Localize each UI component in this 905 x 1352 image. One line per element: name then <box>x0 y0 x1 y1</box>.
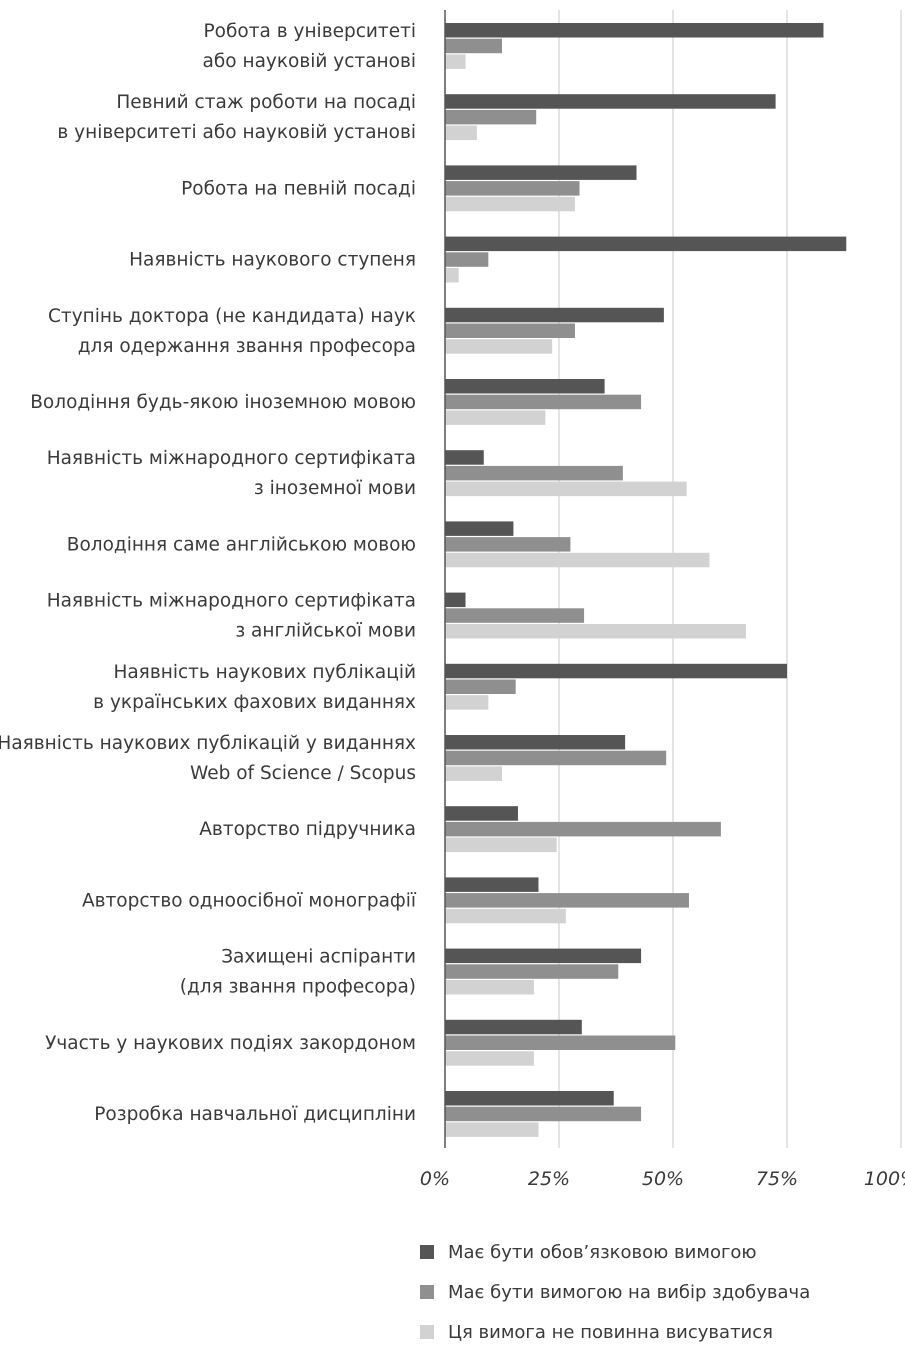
legend-label-optional: Має бути вимогою на вибір здобувача <box>448 1281 811 1303</box>
bar <box>445 379 605 394</box>
bar <box>445 23 824 38</box>
legend-swatch-optional <box>420 1285 434 1299</box>
bar <box>445 766 502 781</box>
legend-item-optional: Має бути вимогою на вибір здобувача <box>420 1272 810 1312</box>
category-label: (для звання професора) <box>180 977 416 998</box>
category-label: Участь у наукових подіях закордоном <box>45 1033 416 1054</box>
category-label: Певний стаж роботи на посаді <box>116 92 416 113</box>
bar <box>445 125 477 141</box>
category-label: для одержання звання професора <box>78 336 416 357</box>
bar <box>445 893 689 908</box>
bar <box>445 109 537 125</box>
bar-chart: 0% 25% 50% 75% 100% Робота в університеті або … <box>0 10 905 1190</box>
category-label: Робота в університеті <box>204 21 416 42</box>
chart-legend: Має бути обов’язковою вимогою Має бути в… <box>420 1232 810 1352</box>
bar <box>445 465 623 481</box>
category-label: Наявність наукового ступеня <box>129 250 416 271</box>
legend-label-not-required: Ця вимога не повинна висуватися <box>448 1321 773 1343</box>
legend-item-mandatory: Має бути обов’язковою вимогою <box>420 1232 810 1272</box>
bar <box>445 339 553 354</box>
bar <box>445 54 466 69</box>
bar <box>445 948 642 964</box>
bar <box>445 307 664 323</box>
bar <box>445 1051 534 1066</box>
bar <box>445 165 637 180</box>
bar <box>445 1122 539 1137</box>
category-label: Наявність міжнародного сертифіката <box>47 591 416 612</box>
category-label: або науковій установі <box>203 51 416 72</box>
bar <box>445 181 580 196</box>
category-label: Володіння будь-якою іноземною мовою <box>30 392 416 413</box>
bar <box>445 94 776 109</box>
category-label: Web of Science / Scopus <box>190 763 416 784</box>
category-label: Наявність наукових публікацій <box>113 662 416 683</box>
x-tick-label: 75% <box>756 1168 798 1190</box>
bar <box>445 679 516 694</box>
bar <box>445 196 575 212</box>
bar <box>445 521 514 536</box>
bar <box>445 821 721 837</box>
legend-label-mandatory: Має бути обов’язковою вимогою <box>448 1241 757 1263</box>
bar <box>445 450 484 465</box>
bar <box>445 38 502 54</box>
bar <box>445 268 459 283</box>
bar <box>445 1035 676 1050</box>
category-label: з іноземної мови <box>254 478 416 499</box>
category-label: Захищені аспіранти <box>221 947 416 968</box>
bar <box>445 750 667 766</box>
legend-swatch-not-required <box>420 1325 434 1339</box>
legend-swatch-mandatory <box>420 1245 434 1259</box>
x-tick-label: 0% <box>420 1168 450 1190</box>
bar <box>445 552 710 568</box>
x-tick-label: 50% <box>642 1168 684 1190</box>
bar <box>445 394 642 410</box>
category-label: в українських фахових виданнях <box>93 692 416 713</box>
category-label: в університеті або науковій установі <box>57 122 416 143</box>
bar <box>445 608 585 623</box>
bar <box>445 663 787 679</box>
bar <box>445 624 746 639</box>
category-label: з англійської мови <box>235 621 416 642</box>
bar <box>445 980 534 995</box>
bar <box>445 410 546 425</box>
bar <box>445 695 489 710</box>
bar <box>445 877 539 892</box>
bar <box>445 323 575 338</box>
bar <box>445 964 619 979</box>
bar <box>445 806 518 821</box>
bar <box>445 592 466 608</box>
bar <box>445 1091 614 1106</box>
bar <box>445 908 566 924</box>
bar <box>445 236 847 252</box>
x-tick-label: 100% <box>864 1168 905 1190</box>
bar <box>445 252 489 267</box>
category-label: Ступінь доктора (не кандидата) наук <box>48 306 416 327</box>
category-label: Робота на певній посаді <box>181 178 416 199</box>
category-label: Наявність міжнародного сертифіката <box>47 448 416 469</box>
bar <box>445 537 571 552</box>
legend-item-not-required: Ця вимога не повинна висуватися <box>420 1312 810 1352</box>
bar <box>445 1106 642 1122</box>
bar <box>445 735 626 750</box>
category-label: Розробка навчальної дисципліни <box>94 1104 416 1125</box>
category-label: Володіння саме англійською мовою <box>67 534 416 555</box>
bar <box>445 481 687 497</box>
category-label: Авторство підручника <box>199 819 416 840</box>
category-label: Наявність наукових публікацій у виданнях <box>0 733 416 754</box>
category-label: Авторство одноосібної монографії <box>82 890 417 911</box>
x-tick-label: 25% <box>528 1168 570 1190</box>
bar <box>445 1019 582 1035</box>
bar <box>445 837 557 853</box>
